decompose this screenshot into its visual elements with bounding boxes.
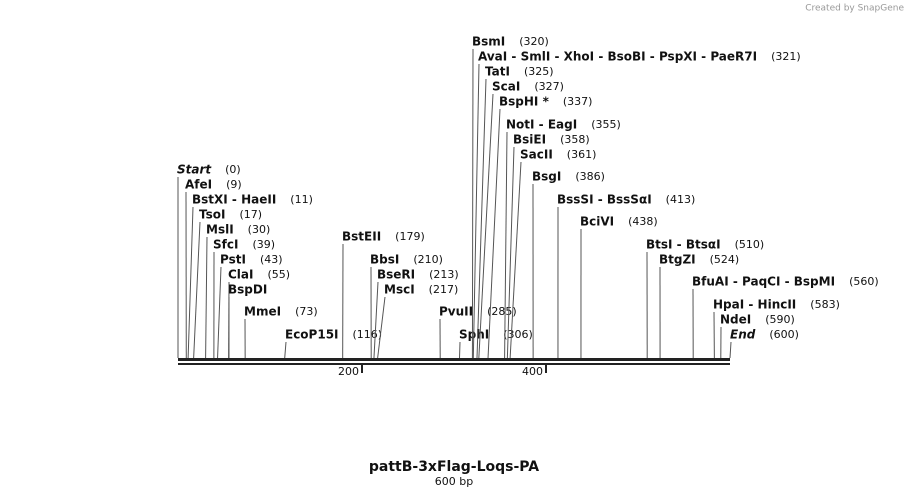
enzyme-name: AfeI (185, 178, 212, 192)
site-line (472, 63, 480, 359)
enzyme-position: (358) (560, 133, 590, 146)
enzyme-name: AvaI - SmlI - XhoI - BsoBI - PspXI - Pae… (478, 50, 757, 64)
enzyme-position: (217) (429, 283, 459, 296)
enzyme-position: (179) (395, 230, 425, 243)
credit: Created by SnapGene (805, 4, 904, 14)
enzyme-name: MslI (206, 223, 234, 237)
site-line (487, 108, 501, 359)
enzyme-name: BsgI (532, 170, 561, 184)
enzyme-name: MscI (384, 283, 415, 297)
enzyme-position: (39) (252, 238, 275, 251)
enzyme-name: NdeI (720, 313, 751, 327)
ruler-label: 200 (338, 365, 359, 378)
map-title: pattB-3xFlag-Loqs-PA (369, 459, 539, 475)
map-subtitle: 600 bp (435, 475, 473, 488)
enzyme-name: ScaI (492, 80, 520, 94)
enzyme-position: (510) (735, 238, 765, 251)
site-line (504, 131, 508, 359)
enzyme-position: (116) (353, 328, 383, 341)
enzyme-name: ClaI (228, 268, 253, 282)
enzyme-position: (438) (628, 215, 658, 228)
site-line (377, 296, 386, 359)
site-line (506, 146, 515, 359)
enzyme-name: MmeI (244, 305, 281, 319)
enzyme-name: TatI (485, 65, 510, 79)
site-line (478, 93, 494, 359)
enzyme-position: (73) (295, 305, 318, 318)
enzyme-name: SacII (520, 148, 553, 162)
site-line (471, 48, 474, 359)
site-line (729, 341, 732, 359)
enzyme-name: BbsI (370, 253, 399, 267)
enzyme-position: (361) (567, 148, 597, 161)
enzyme-name: NotI - EagI (506, 118, 577, 132)
enzyme-name: PvuII (439, 305, 473, 319)
enzyme-position: (213) (429, 268, 459, 281)
enzyme-name: BseRI (377, 268, 415, 282)
enzyme-position: (55) (267, 268, 290, 281)
enzyme-position: (524) (710, 253, 740, 266)
site-line (193, 221, 201, 359)
enzyme-position: (17) (239, 208, 262, 221)
enzyme-position: (600) (769, 328, 799, 341)
site-line (284, 341, 287, 359)
enzyme-name: BfuAI - PaqCI - BspMI (692, 275, 835, 289)
enzyme-name: BspHI * (499, 95, 550, 109)
enzyme-name: EcoP15I (285, 328, 339, 342)
enzyme-name: BtgZI (659, 253, 696, 267)
enzyme-position: (306) (503, 328, 533, 341)
enzyme-name: BstEII (342, 230, 381, 244)
enzyme-name: SfcI (213, 238, 238, 252)
enzyme-name: BtsI - BtsαI (646, 238, 721, 252)
enzyme-position: (413) (666, 193, 696, 206)
enzyme-name: TsoI (199, 208, 225, 222)
enzyme-position: (386) (575, 170, 605, 183)
enzyme-position: (9) (226, 178, 242, 191)
enzyme-position: (590) (765, 313, 795, 326)
enzyme-name: BsiEI (513, 133, 546, 147)
enzyme-position: (327) (534, 80, 564, 93)
enzyme-name: PstI (220, 253, 246, 267)
enzyme-position: (30) (248, 223, 271, 236)
enzyme-position: (0) (225, 163, 241, 176)
enzyme-name: End (730, 328, 756, 342)
enzyme-position: (321) (771, 50, 801, 63)
enzyme-name: Start (177, 163, 212, 177)
enzyme-name: HpaI - HincII (713, 298, 796, 312)
enzyme-position: (325) (524, 65, 554, 78)
site-line (509, 161, 522, 359)
enzyme-name: BspDI (228, 283, 267, 297)
ruler-label: 400 (522, 365, 543, 378)
enzyme-position: (560) (849, 275, 879, 288)
enzyme-name: BstXI - HaeII (192, 193, 276, 207)
enzyme-position: (210) (413, 253, 443, 266)
enzyme-position: (43) (260, 253, 283, 266)
site-line (205, 236, 208, 359)
enzyme-name: BciVI (580, 215, 614, 229)
site-line (373, 281, 379, 359)
enzyme-name: BsmI (472, 35, 505, 49)
enzyme-position: (11) (290, 193, 313, 206)
enzyme-position: (337) (563, 95, 593, 108)
enzyme-position: (583) (810, 298, 840, 311)
site-line (187, 206, 194, 359)
enzyme-position: (355) (591, 118, 621, 131)
enzyme-position: (320) (519, 35, 549, 48)
site-line (217, 266, 222, 359)
site-line (476, 78, 487, 359)
enzyme-name: BssSI - BssSαI (557, 193, 652, 207)
